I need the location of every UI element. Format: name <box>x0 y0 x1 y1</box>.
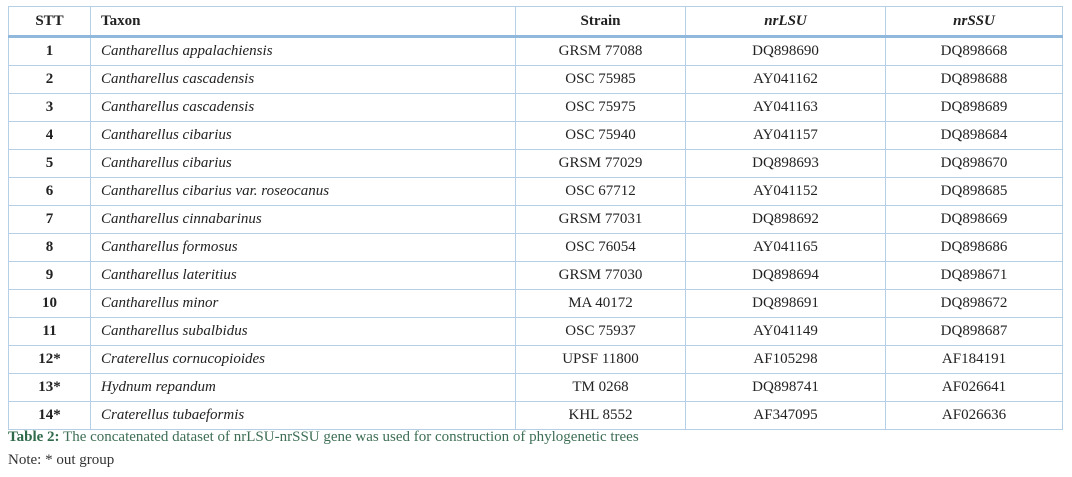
table-cell: DQ898672 <box>885 289 1063 318</box>
table-cell: OSC 75937 <box>515 317 686 346</box>
table-row: 13* Hydnum repandum TM 0268 DQ898741 AF02664… <box>8 373 1063 402</box>
table-cell: GRSM 77088 <box>515 36 686 66</box>
table-cell: AF026641 <box>885 373 1063 402</box>
table-cell: DQ898669 <box>885 205 1063 234</box>
table-cell: GRSM 77030 <box>515 261 686 290</box>
table-cell: Cantharellus appalachiensis <box>90 36 516 66</box>
table-cell: DQ898685 <box>885 177 1063 206</box>
table-row: 2 Cantharellus cascadensis OSC 75985 AY0411… <box>8 65 1063 94</box>
table-cell: AY041157 <box>685 121 886 150</box>
table-cell: 6 <box>8 177 91 206</box>
table-cell: TM 0268 <box>515 373 686 402</box>
table-cell: DQ898691 <box>685 289 886 318</box>
table-cell: DQ898693 <box>685 149 886 178</box>
table-cell: Cantharellus cibarius var. roseocanus <box>90 177 516 206</box>
table-cell: Cantharellus minor <box>90 289 516 318</box>
table-cell: UPSF 11800 <box>515 345 686 374</box>
table-cell: AF184191 <box>885 345 1063 374</box>
table-cell: OSC 67712 <box>515 177 686 206</box>
table-cell: 11 <box>8 317 91 346</box>
table-row: 11 Cantharellus subalbidus OSC 75937 AY0411… <box>8 317 1063 346</box>
header-cell: nrSSU <box>885 6 1063 38</box>
table-cell: AF105298 <box>685 345 886 374</box>
table-cell: AY041165 <box>685 233 886 262</box>
table-cell: 5 <box>8 149 91 178</box>
caption-label: Table 2: <box>8 429 60 445</box>
table-cell: OSC 75940 <box>515 121 686 150</box>
table-cell: DQ898686 <box>885 233 1063 262</box>
table-row: 9 Cantharellus lateritius GRSM 77030 DQ8986… <box>8 261 1063 290</box>
table-cell: 2 <box>8 65 91 94</box>
header-cell: Taxon <box>90 6 516 38</box>
table-cell: AY041163 <box>685 93 886 122</box>
table-body: 1 Cantharellus appalachiensis GRSM 77088 DQ… <box>8 36 1063 430</box>
table-cell: 7 <box>8 205 91 234</box>
table-cell: Cantharellus formosus <box>90 233 516 262</box>
table-cell: Cantharellus lateritius <box>90 261 516 290</box>
table-cell: DQ898687 <box>885 317 1063 346</box>
table-cell: 9 <box>8 261 91 290</box>
table-cell: Craterellus tubaeformis <box>90 401 516 430</box>
table-row: 8 Cantharellus formosus OSC 76054 AY041165 D… <box>8 233 1063 262</box>
table-row: 12* Craterellus cornucopioides UPSF 11800 A… <box>8 345 1063 374</box>
table-row: 7 Cantharellus cinnabarinus GRSM 77031 DQ89… <box>8 205 1063 234</box>
table-cell: DQ898688 <box>885 65 1063 94</box>
table-cell: DQ898690 <box>685 36 886 66</box>
table-cell: 4 <box>8 121 91 150</box>
table-row: 5 Cantharellus cibarius GRSM 77029 DQ898693… <box>8 149 1063 178</box>
table-row: 14* Craterellus tubaeformis KHL 8552 AF3470… <box>8 401 1063 430</box>
table-cell: Cantharellus cibarius <box>90 149 516 178</box>
table-cell: DQ898692 <box>685 205 886 234</box>
table-cell: DQ898741 <box>685 373 886 402</box>
header-cell: Strain <box>515 6 686 38</box>
table-cell: AY041152 <box>685 177 886 206</box>
table-cell: Cantharellus cibarius <box>90 121 516 150</box>
table-cell: 8 <box>8 233 91 262</box>
table-cell: DQ898694 <box>685 261 886 290</box>
table-cell: 12* <box>8 345 91 374</box>
table-cell: Cantharellus cascadensis <box>90 93 516 122</box>
table-cell: AF026636 <box>885 401 1063 430</box>
table-cell: DQ898689 <box>885 93 1063 122</box>
table-row: 3 Cantharellus cascadensis OSC 75975 AY0411… <box>8 93 1063 122</box>
table-cell: 3 <box>8 93 91 122</box>
table-cell: Cantharellus cinnabarinus <box>90 205 516 234</box>
table-cell: Cantharellus cascadensis <box>90 65 516 94</box>
header-row: STT Taxon Strain nrLSU nrSSU <box>8 6 1063 38</box>
table-cell: DQ898670 <box>885 149 1063 178</box>
table-cell: DQ898671 <box>885 261 1063 290</box>
table-cell: Cantharellus subalbidus <box>90 317 516 346</box>
table-cell: OSC 76054 <box>515 233 686 262</box>
table-cell: OSC 75985 <box>515 65 686 94</box>
table-row: 4 Cantharellus cibarius OSC 75940 AY041157 D… <box>8 121 1063 150</box>
table-cell: Craterellus cornucopioides <box>90 345 516 374</box>
table-cell: DQ898668 <box>885 36 1063 66</box>
table-cell: MA 40172 <box>515 289 686 318</box>
table-cell: AY041162 <box>685 65 886 94</box>
table-row: 10 Cantharellus minor MA 40172 DQ898691 DQ89… <box>8 289 1063 318</box>
table-cell: GRSM 77031 <box>515 205 686 234</box>
table-cell: AY041149 <box>685 317 886 346</box>
table-cell: 13* <box>8 373 91 402</box>
header-cell: STT <box>8 6 91 38</box>
table-row: 1 Cantharellus appalachiensis GRSM 77088 DQ… <box>8 36 1063 66</box>
table-cell: 14* <box>8 401 91 430</box>
table-cell: OSC 75975 <box>515 93 686 122</box>
table-cell: AF347095 <box>685 401 886 430</box>
caption: Table 2: The concatenated dataset of nrL… <box>8 429 639 446</box>
table: STT Taxon Strain nrLSU nrSSU 1 Cantharellus a… <box>8 6 1063 430</box>
table-wrap: STT Taxon Strain nrLSU nrSSU 1 Cantharellus a… <box>8 6 1063 430</box>
table-cell: DQ898684 <box>885 121 1063 150</box>
table-row: 6 Cantharellus cibarius var. roseocanus OS… <box>8 177 1063 206</box>
table-cell: Hydnum repandum <box>90 373 516 402</box>
table-cell: 1 <box>8 36 91 66</box>
header-cell: nrLSU <box>685 6 886 38</box>
note: Note: * out group <box>8 452 115 468</box>
table-cell: 10 <box>8 289 91 318</box>
table-cell: KHL 8552 <box>515 401 686 430</box>
caption-text: The concatenated dataset of nrLSU-nrSSU … <box>63 429 639 445</box>
table-cell: GRSM 77029 <box>515 149 686 178</box>
